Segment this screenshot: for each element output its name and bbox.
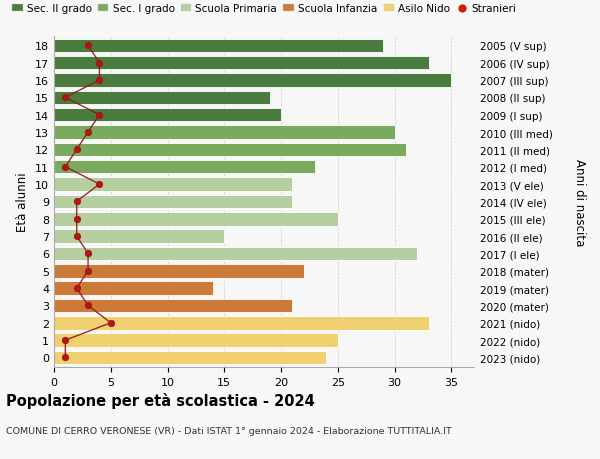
- Point: [106, 319, 116, 327]
- Point: [95, 112, 104, 119]
- Text: Popolazione per età scolastica - 2024: Popolazione per età scolastica - 2024: [6, 392, 315, 409]
- Bar: [54, 91, 269, 105]
- Point: [95, 181, 104, 188]
- Bar: [54, 213, 338, 226]
- Point: [61, 337, 70, 344]
- Bar: [54, 334, 338, 347]
- Y-axis label: Età alunni: Età alunni: [16, 172, 29, 232]
- Bar: [54, 178, 292, 191]
- Point: [83, 43, 93, 50]
- Bar: [54, 316, 428, 330]
- Bar: [54, 264, 304, 278]
- Bar: [54, 74, 451, 88]
- Point: [83, 129, 93, 136]
- Text: Anni di nascita: Anni di nascita: [572, 158, 586, 246]
- Bar: [54, 161, 315, 174]
- Point: [83, 250, 93, 257]
- Bar: [54, 126, 395, 140]
- Bar: [54, 195, 292, 209]
- Bar: [54, 247, 417, 261]
- Point: [72, 216, 82, 223]
- Bar: [54, 230, 224, 243]
- Point: [61, 164, 70, 171]
- Bar: [54, 143, 406, 157]
- Point: [72, 146, 82, 154]
- Point: [83, 268, 93, 275]
- Point: [72, 285, 82, 292]
- Point: [61, 354, 70, 361]
- Point: [95, 60, 104, 67]
- Point: [95, 77, 104, 84]
- Point: [72, 233, 82, 240]
- Bar: [54, 39, 383, 53]
- Bar: [54, 351, 326, 364]
- Bar: [54, 57, 428, 70]
- Text: COMUNE DI CERRO VERONESE (VR) - Dati ISTAT 1° gennaio 2024 - Elaborazione TUTTIT: COMUNE DI CERRO VERONESE (VR) - Dati IST…: [6, 426, 452, 435]
- Bar: [54, 282, 213, 295]
- Bar: [54, 299, 292, 313]
- Point: [83, 302, 93, 309]
- Bar: [54, 109, 281, 122]
- Point: [61, 95, 70, 102]
- Legend: Sec. II grado, Sec. I grado, Scuola Primaria, Scuola Infanzia, Asilo Nido, Stran: Sec. II grado, Sec. I grado, Scuola Prim…: [8, 0, 520, 18]
- Point: [72, 198, 82, 206]
